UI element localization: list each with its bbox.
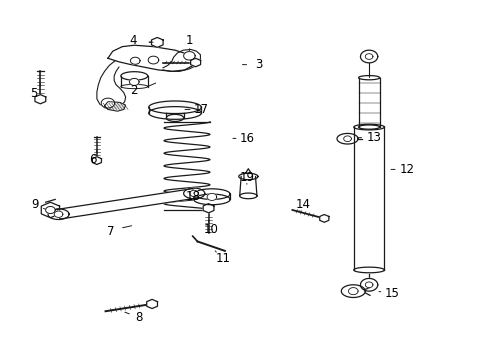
Polygon shape <box>319 215 328 222</box>
Polygon shape <box>189 190 198 197</box>
Polygon shape <box>203 204 214 213</box>
Text: 10: 10 <box>203 223 218 236</box>
Polygon shape <box>97 61 125 109</box>
Polygon shape <box>238 173 257 180</box>
Polygon shape <box>163 49 200 71</box>
Polygon shape <box>360 50 377 63</box>
Text: 13: 13 <box>366 131 381 144</box>
Text: 5: 5 <box>30 87 37 100</box>
Polygon shape <box>108 45 194 71</box>
Polygon shape <box>365 282 372 288</box>
Polygon shape <box>45 207 55 213</box>
Polygon shape <box>365 54 372 59</box>
Text: 2: 2 <box>130 84 138 96</box>
Polygon shape <box>341 285 365 297</box>
Polygon shape <box>48 209 69 220</box>
Text: 17: 17 <box>193 103 208 116</box>
Polygon shape <box>92 157 101 165</box>
Polygon shape <box>57 189 195 219</box>
Polygon shape <box>183 188 204 199</box>
Polygon shape <box>239 193 256 199</box>
Text: 15: 15 <box>384 287 399 300</box>
Polygon shape <box>193 189 230 199</box>
Polygon shape <box>148 56 159 64</box>
Polygon shape <box>358 78 379 127</box>
Text: 18: 18 <box>185 190 200 203</box>
Polygon shape <box>183 51 195 60</box>
Polygon shape <box>104 102 125 111</box>
Text: 11: 11 <box>215 252 230 265</box>
Polygon shape <box>348 288 357 294</box>
Polygon shape <box>130 57 140 64</box>
Polygon shape <box>336 134 357 144</box>
Text: 1: 1 <box>185 34 193 47</box>
Polygon shape <box>343 136 351 141</box>
Polygon shape <box>121 82 147 91</box>
Polygon shape <box>360 278 377 291</box>
Polygon shape <box>129 78 139 85</box>
Text: 6: 6 <box>89 153 96 166</box>
Polygon shape <box>148 107 201 119</box>
Text: 12: 12 <box>399 163 414 176</box>
Text: 14: 14 <box>295 198 310 211</box>
Polygon shape <box>35 95 46 104</box>
Text: 9: 9 <box>31 198 38 211</box>
Text: 19: 19 <box>239 171 254 184</box>
Text: 7: 7 <box>106 225 114 238</box>
Polygon shape <box>193 194 230 205</box>
Text: 4: 4 <box>129 34 137 47</box>
Polygon shape <box>121 72 147 80</box>
Polygon shape <box>54 211 63 217</box>
Polygon shape <box>151 37 163 48</box>
Polygon shape <box>166 114 183 121</box>
Polygon shape <box>207 193 216 201</box>
Text: 8: 8 <box>135 311 142 324</box>
Polygon shape <box>353 127 384 270</box>
Polygon shape <box>146 300 157 309</box>
Text: 3: 3 <box>255 58 262 71</box>
Polygon shape <box>190 58 200 67</box>
Polygon shape <box>101 98 114 108</box>
Polygon shape <box>239 176 256 196</box>
Text: 16: 16 <box>239 132 254 145</box>
Polygon shape <box>41 202 60 218</box>
Polygon shape <box>148 101 201 114</box>
